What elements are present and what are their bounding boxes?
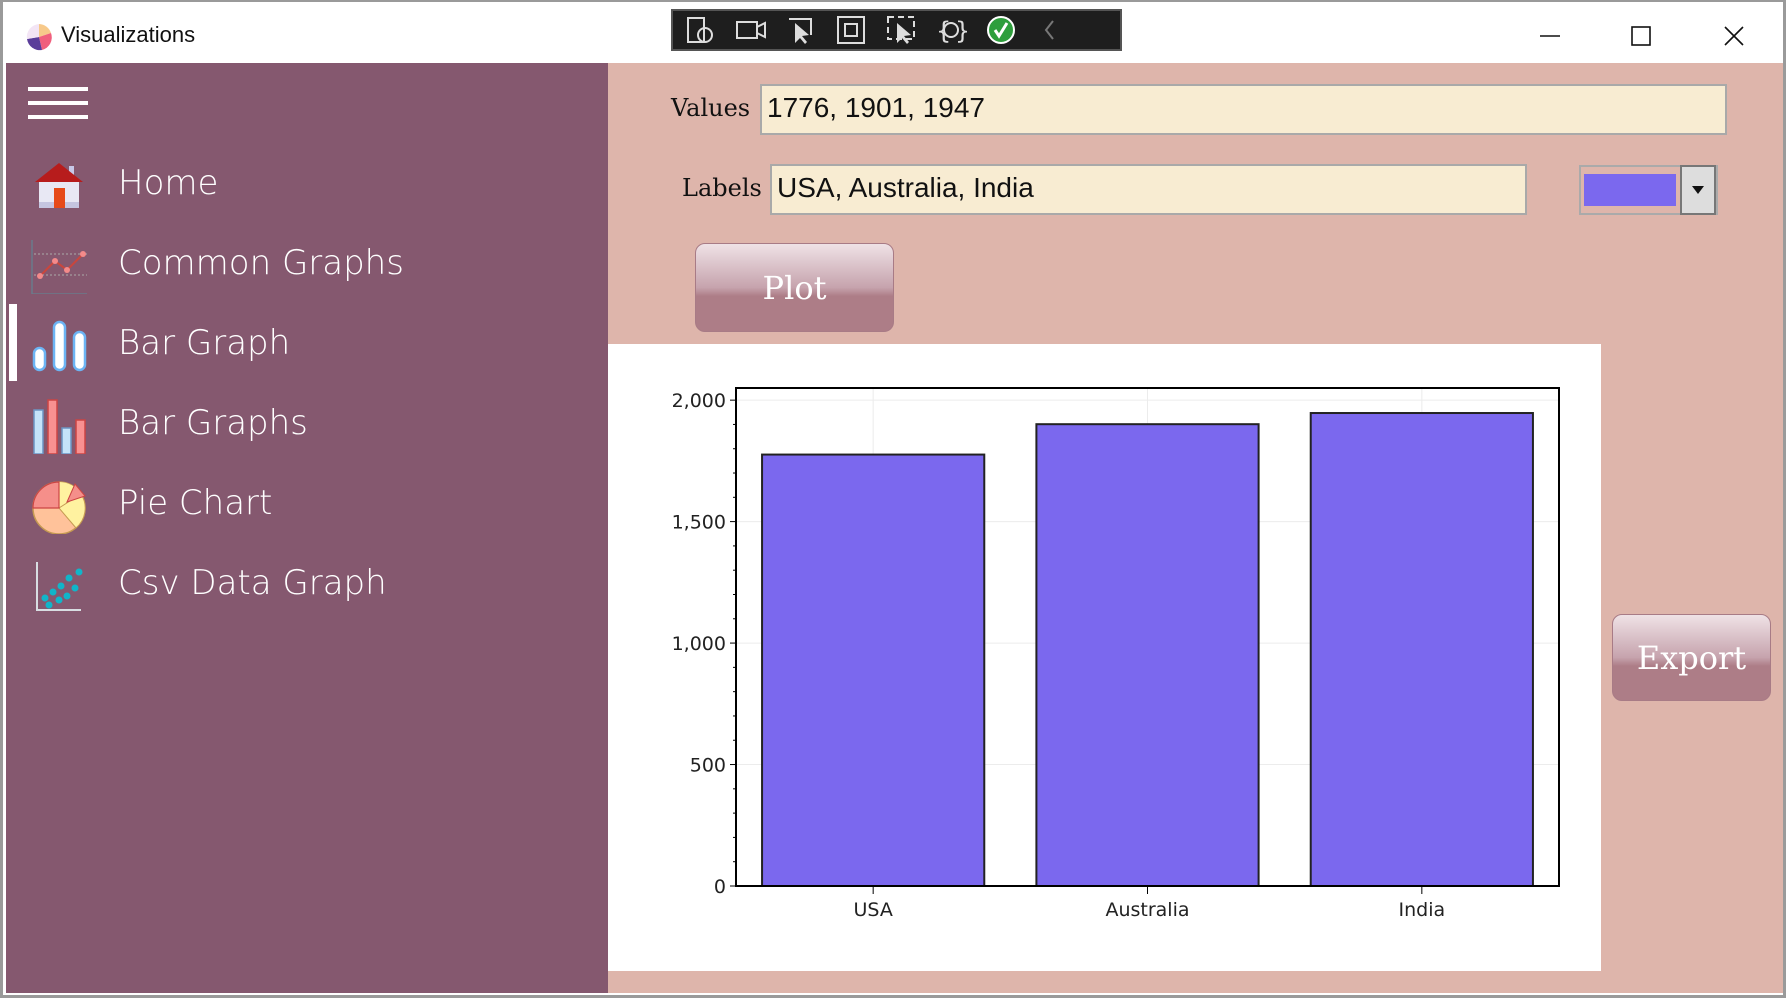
sidebar-item-bar-graphs[interactable]: Bar Graphs xyxy=(6,390,608,460)
home-icon xyxy=(35,163,83,208)
color-dropdown-button[interactable] xyxy=(1680,165,1716,215)
x-tick-label: Australia xyxy=(1105,899,1189,921)
sidebar-item-label: Common Graphs xyxy=(118,243,404,283)
app-logo-icon xyxy=(26,24,52,51)
minimize-icon xyxy=(1540,35,1560,37)
main-content: Values 1776, 1901, 1947 Labels USA, Aust… xyxy=(608,63,1783,993)
y-tick-label: 1,000 xyxy=(672,633,726,655)
values-input[interactable]: 1776, 1901, 1947 xyxy=(760,84,1727,135)
sidebar-item-label: Pie Chart xyxy=(118,483,273,523)
sidebar-item-csv-data-graph[interactable]: Csv Data Graph xyxy=(6,550,608,620)
binding-icon[interactable]: {} xyxy=(935,15,970,45)
labels-input[interactable]: USA, Australia, India xyxy=(770,164,1527,215)
title-bar: Visualizations {} xyxy=(6,4,1777,63)
x-tick-label: USA xyxy=(854,899,893,921)
sidebar-item-label: Csv Data Graph xyxy=(118,563,387,603)
y-tick-label: 0 xyxy=(714,876,726,898)
bar-india xyxy=(1309,412,1534,888)
maximize-button[interactable] xyxy=(1621,18,1661,54)
debug-toolbar: {} xyxy=(671,9,1122,51)
color-picker[interactable] xyxy=(1579,165,1718,215)
selected-indicator xyxy=(9,304,17,381)
select-element-icon[interactable] xyxy=(685,15,717,45)
track-focus-icon[interactable] xyxy=(885,15,917,45)
pointer-icon[interactable] xyxy=(785,15,817,45)
bar-usa xyxy=(761,453,986,887)
labels-label: Labels xyxy=(682,174,762,202)
check-icon[interactable] xyxy=(985,15,1017,45)
record-icon[interactable] xyxy=(735,15,767,45)
bar-australia xyxy=(1035,423,1260,887)
close-button[interactable] xyxy=(1714,18,1754,54)
collapse-icon[interactable] xyxy=(1035,15,1067,45)
svg-text:}: } xyxy=(955,17,967,45)
sidebar-item-home[interactable]: Home xyxy=(6,150,608,220)
y-tick-label: 1,500 xyxy=(672,512,726,534)
y-tick-label: 2,000 xyxy=(672,390,726,412)
sidebar: Home Common Graphs Bar Graph Bar Graphs … xyxy=(6,63,608,993)
plot-area-border xyxy=(735,387,1560,887)
sidebar-item-pie-chart[interactable]: Pie Chart xyxy=(6,470,608,540)
plot-button[interactable]: Plot xyxy=(695,243,894,332)
bar-chart: 0 500 1,000 1,500 2,000 USA Australia India xyxy=(672,387,1560,921)
chart-panel: 0 500 1,000 1,500 2,000 USA Australia India xyxy=(608,344,1601,971)
x-tick-label: India xyxy=(1399,899,1446,921)
sidebar-item-label: Bar Graph xyxy=(118,323,291,363)
sidebar-item-common-graphs[interactable]: Common Graphs xyxy=(6,230,608,300)
export-button[interactable]: Export xyxy=(1612,614,1771,701)
sidebar-item-label: Home xyxy=(118,163,219,203)
chevron-down-icon xyxy=(1692,186,1704,194)
line-graph-icon xyxy=(31,240,87,294)
maximize-icon xyxy=(1631,26,1651,46)
close-icon xyxy=(1724,26,1744,46)
color-swatch xyxy=(1584,174,1676,206)
y-tick-label: 500 xyxy=(690,755,726,777)
window-title: Visualizations xyxy=(61,22,196,47)
hamburger-menu-icon[interactable] xyxy=(28,87,88,121)
sidebar-item-bar-graph[interactable]: Bar Graph xyxy=(6,310,608,380)
sidebar-item-label: Bar Graphs xyxy=(118,403,308,443)
layout-adorner-icon[interactable] xyxy=(835,15,867,45)
bar-graph-icon xyxy=(32,320,87,372)
scatter-icon xyxy=(36,562,83,611)
pie-chart-icon xyxy=(32,481,86,534)
minimize-button[interactable] xyxy=(1530,18,1570,54)
values-label: Values xyxy=(671,94,751,122)
bar-graphs-icon xyxy=(33,399,86,454)
